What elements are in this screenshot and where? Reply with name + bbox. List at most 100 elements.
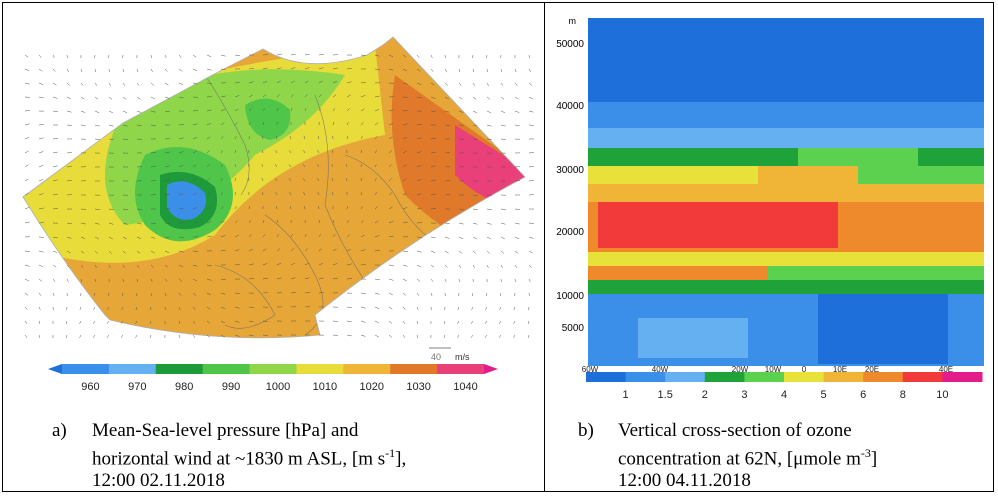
- wind-arrow: [304, 80, 309, 84]
- wind-arrow: [304, 292, 310, 294]
- wind-arrow: [360, 306, 366, 309]
- wind-arrow: [149, 334, 152, 339]
- wind-arrow: [374, 320, 379, 324]
- wind-arrow: [150, 180, 156, 182]
- wind-arrow: [416, 151, 422, 154]
- wind-arrow: [527, 320, 530, 325]
- wind-arrow: [94, 250, 98, 254]
- wind-arrow: [444, 236, 450, 239]
- wind-arrow: [206, 235, 212, 238]
- wind-arrow: [150, 236, 156, 239]
- wind-arrow: [248, 177, 250, 182]
- wind-arrow: [24, 68, 30, 72]
- colorbar-a-bin: [108, 364, 157, 374]
- wind-arrow: [513, 334, 516, 338]
- wind-arrow: [416, 124, 422, 126]
- wind-arrow: [220, 164, 223, 168]
- wind-arrow: [24, 292, 29, 296]
- wind-arrow: [80, 124, 86, 127]
- wind-arrow: [66, 278, 69, 282]
- wind-arrow: [528, 180, 534, 182]
- wind-arrow: [528, 124, 534, 126]
- wind-arrow: [220, 320, 225, 324]
- wind-arrow: [24, 137, 30, 140]
- wind-arrow: [66, 82, 70, 86]
- wind-arrow: [486, 222, 492, 225]
- wind-arrow: [500, 124, 506, 127]
- wind-arrow: [402, 150, 407, 154]
- wind-arrow: [472, 96, 477, 100]
- wind-arrow: [430, 165, 436, 168]
- caption-a-line3: 12:00 02.11.2018: [92, 470, 225, 492]
- wind-arrow: [360, 264, 366, 266]
- wind-arrow: [192, 192, 197, 196]
- wind-arrow: [332, 263, 338, 266]
- wind-arrow: [192, 164, 197, 168]
- panel-divider: [544, 2, 545, 492]
- wind-arrow: [52, 292, 55, 297]
- wind-arrow: [24, 334, 28, 338]
- wind-arrow: [150, 222, 156, 224]
- wind-arrow: [374, 249, 380, 252]
- wind-arrow: [122, 222, 128, 225]
- wind-arrow: [457, 320, 460, 324]
- wind-arrow: [248, 220, 251, 224]
- wind-arrow: [374, 235, 380, 238]
- wind-arrow: [290, 94, 294, 98]
- wind-arrow: [248, 234, 253, 238]
- wind-arrow: [164, 193, 170, 196]
- wind-arrow: [94, 110, 100, 113]
- wind-arrow: [388, 264, 394, 266]
- wind-arrow: [38, 320, 41, 325]
- wind-arrow: [276, 94, 280, 98]
- wind-arrow: [402, 306, 406, 310]
- wind-arrow: [79, 320, 82, 324]
- wind-arrow: [262, 234, 266, 238]
- wind-arrow: [318, 80, 323, 84]
- wind-arrow: [178, 264, 183, 268]
- wind-arrow: [164, 96, 170, 99]
- wind-arrow: [430, 292, 433, 297]
- wind-arrow: [416, 334, 419, 339]
- wind-arrow: [136, 236, 142, 239]
- wind-arrow: [500, 138, 506, 140]
- wind-arrow: [234, 249, 240, 252]
- wind-arrow: [192, 250, 198, 252]
- wind-arrow: [136, 68, 139, 73]
- wind-arrow: [192, 123, 198, 126]
- wind-arrow: [220, 95, 226, 98]
- wind-arrow: [164, 54, 167, 58]
- wind-arrow: [248, 108, 252, 112]
- wind-arrow: [122, 264, 125, 268]
- colorbar-a-tick: 1020: [360, 381, 384, 393]
- wind-arrow: [318, 54, 324, 56]
- wind-arrow: [346, 81, 352, 84]
- wind-arrow: [192, 207, 198, 210]
- wind-arrow: [192, 82, 198, 85]
- colorbar-a-bin: [343, 364, 391, 374]
- wind-arrow: [52, 54, 55, 58]
- wind-arrow: [38, 179, 44, 182]
- wind-arrow: [528, 250, 533, 254]
- wind-arrow: [388, 221, 394, 224]
- wind-arrow: [430, 68, 434, 72]
- x-tick-label: 40E: [939, 365, 953, 374]
- wind-arrow: [303, 192, 306, 196]
- wind-arrow: [262, 94, 267, 98]
- colorbar-a-tick: 960: [81, 381, 99, 393]
- wind-arrow: [388, 292, 393, 296]
- colorbar-b-bin: [942, 372, 983, 382]
- wind-arrow: [248, 94, 253, 98]
- wind-arrow: [514, 264, 518, 268]
- wind-arrow: [192, 68, 198, 72]
- wind-arrow: [108, 82, 111, 86]
- wind-arrow: [388, 150, 392, 154]
- wind-arrow: [317, 178, 320, 182]
- wind-arrow: [122, 250, 126, 254]
- wind-arrow: [66, 124, 72, 126]
- wind-arrow: [178, 137, 184, 140]
- wind-arrow: [288, 164, 292, 168]
- colorbar-a-bin: [202, 364, 251, 374]
- wind-arrow: [108, 250, 112, 254]
